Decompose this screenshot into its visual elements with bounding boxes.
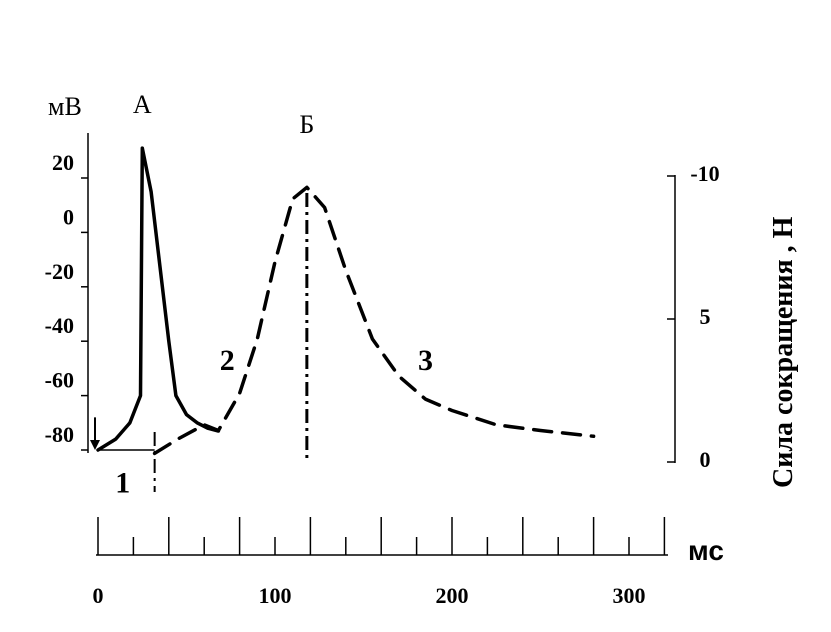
left-axis-ticks: 20 0 -20 -40 -60 -80 xyxy=(45,150,88,451)
force-curve xyxy=(152,185,596,456)
left-axis-tick-label: -80 xyxy=(45,422,74,447)
right-axis: -10 5 0 Сила сокращения , Н xyxy=(667,161,799,488)
right-axis-label: Сила сокращения , Н xyxy=(768,216,799,488)
time-axis: 0 100 200 300 мс xyxy=(93,517,724,608)
right-axis-tick-label: -10 xyxy=(690,161,719,186)
marker-label: А xyxy=(133,90,152,119)
time-axis-tick-label: 100 xyxy=(259,583,292,608)
plot-area: А Б 1 2 3 xyxy=(90,90,596,500)
time-axis-unit: мс xyxy=(688,535,724,566)
phase-label: 1 xyxy=(115,467,130,500)
time-axis-tick-label: 200 xyxy=(436,583,469,608)
left-axis-unit: мВ xyxy=(48,92,82,121)
left-axis-tick-label: -20 xyxy=(45,259,74,284)
left-axis-tick-label: -40 xyxy=(45,313,74,338)
time-axis-tick-label: 300 xyxy=(613,583,646,608)
stimulus-arrow-head xyxy=(90,440,100,450)
right-axis-ticks: -10 5 0 xyxy=(667,161,720,472)
time-axis-tick-label: 0 xyxy=(93,583,104,608)
left-axis: мВ 20 0 -20 -40 -60 -80 xyxy=(45,92,89,453)
left-axis-tick-label: 0 xyxy=(63,204,74,229)
right-axis-tick-label: 5 xyxy=(700,304,711,329)
time-axis-ticks: 0 100 200 300 xyxy=(93,517,666,608)
right-axis-tick-label: 0 xyxy=(700,447,711,472)
phase-label: 3 xyxy=(418,344,433,377)
left-axis-tick-label: -60 xyxy=(45,368,74,393)
marker-label: Б xyxy=(299,110,314,139)
action-potential-curve xyxy=(96,146,221,452)
left-axis-tick-label: 20 xyxy=(52,150,74,175)
phase-label: 2 xyxy=(220,344,235,377)
